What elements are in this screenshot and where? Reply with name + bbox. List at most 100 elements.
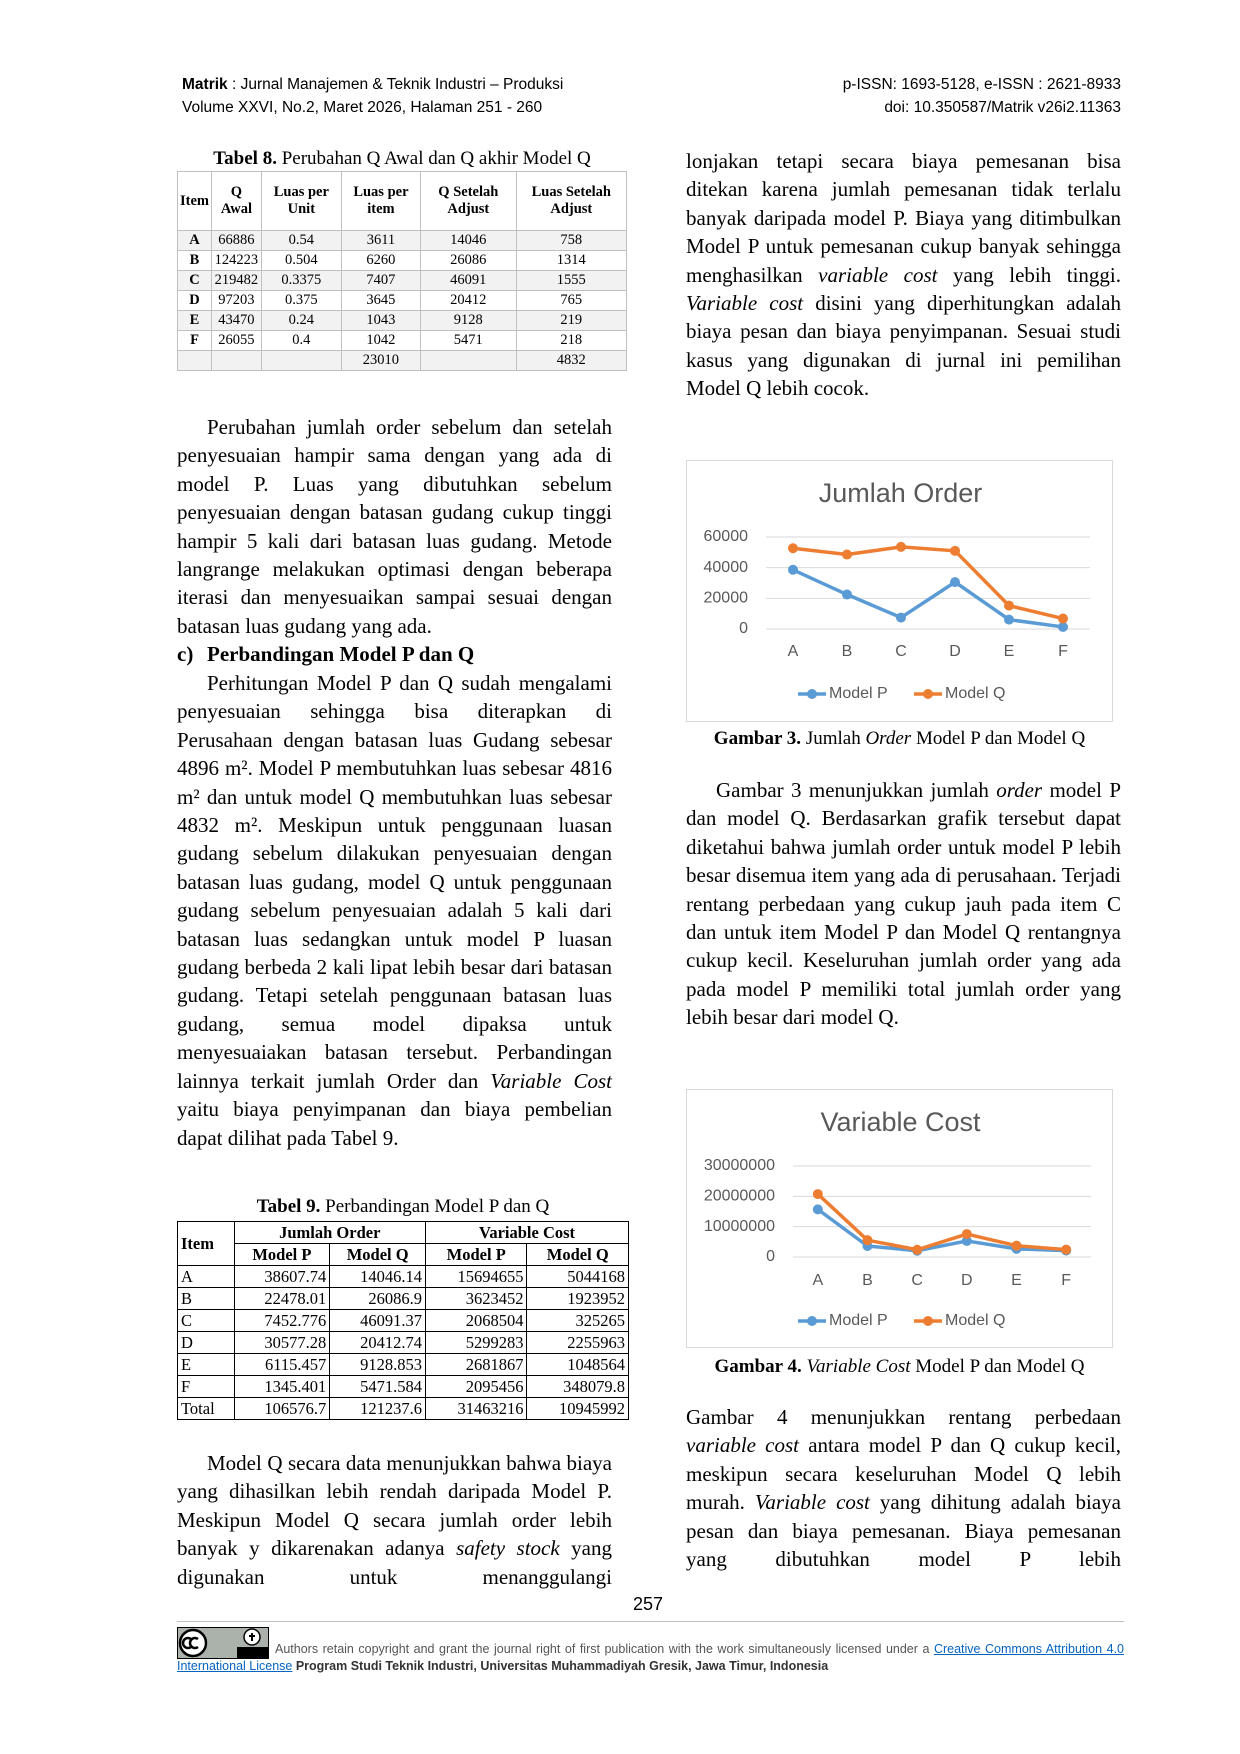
column-header: Model P [424,1243,528,1266]
text-run: Model P dan Model Q [910,1356,1085,1377]
header-row: Item Jumlah Order Variable Cost [177,1221,629,1266]
italic-run: variable cost [686,1433,800,1458]
data-point [1004,614,1014,625]
table-cell: 9128.853 [329,1353,426,1376]
x-tick-label: E [1011,1272,1022,1289]
text-run: yaitu biaya penyimpanan dan biaya pembel… [177,1097,612,1150]
chart-title: Variable Cost [820,1107,981,1137]
issn: p-ISSN: 1693-5128, e-ISSN : 2621-8933 [842,76,1121,93]
table-cell: 23010 [340,350,422,371]
table-cell: F [177,1375,235,1398]
column-header: Luas per Unit [260,171,342,231]
doi: doi: 10.350587/Matrik v26i2.11363 [884,99,1121,116]
table-cell: 26055 [211,330,262,351]
table-cell: 348079.8 [526,1375,629,1398]
table-cell: 46091.37 [329,1309,426,1332]
page-number: 257 [632,1594,664,1614]
y-tick-label: 30000000 [704,1157,775,1174]
text-run: model P dan model Q. Berdasarkan grafik … [686,778,1121,1030]
table-row: Total 106576.7 121237.6 31463216 10945992 [177,1397,629,1420]
journal-line: Matrik : Jurnal Manajemen & Teknik Indus… [182,74,563,96]
table-cell: 38607.74 [233,1265,331,1288]
data-point [896,541,906,552]
table-cell: 2255963 [526,1331,629,1354]
table-cell: 2095456 [424,1375,528,1398]
table-cell: 14046.14 [329,1265,426,1288]
table-cell: 0.3375 [260,270,342,291]
data-point [842,589,852,600]
data-point [1058,621,1068,632]
section-heading: c) Perbandingan Model P dan Q [177,640,612,668]
text-run: Perubahan Q Awal dan Q akhir Model Q [276,148,591,169]
volume: Volume XXVI, No.2, Maret 2026, Halaman 2… [182,99,543,116]
text-run: Gambar 3 menunjukkan jumlah [716,778,997,802]
table-cell: A [177,1265,235,1288]
table-cell: 5471.584 [329,1375,426,1398]
table-cell: 3611 [340,230,422,251]
figure-caption: Gambar 3. Jumlah Order Model P dan Model… [686,728,1113,750]
table-cell: B [177,1287,235,1310]
license-link[interactable]: Creative Commons Attribution 4.0 Interna… [177,1642,1124,1673]
table-cell: 1314 [515,250,628,271]
table-cell: 66886 [211,230,262,251]
table-cell: 1923952 [526,1287,629,1310]
institution: Program Studi Teknik Industri, Universit… [292,1659,829,1673]
bold-run: Tabel 8. [213,148,277,169]
italic-run: variable cost [818,262,938,287]
table-cell: 43470 [211,310,262,331]
data-point [1004,600,1014,611]
x-tick-label: C [895,643,907,660]
x-tick-label: B [842,643,853,660]
table-cell: 325265 [526,1309,629,1332]
table-cell: F [177,330,212,351]
table-cell: 124223 [211,250,262,271]
italic-run: safety stock [456,1536,560,1561]
data-point [842,549,852,560]
paragraph: Model Q secara data menunjukkan bahwa bi… [177,1449,612,1591]
table-cell: 5471 [420,330,517,351]
table-row: A 38607.74 14046.14 15694655 5044168 [177,1265,629,1288]
table-row: B 124223 0.504 6260 26086 1314 [177,250,628,271]
legend-label: Model P [829,1312,888,1329]
legend-marker [807,689,817,699]
table: Item Q Awal Luas per Unit Luas per item Q Se… [177,171,628,371]
figure-caption: Gambar 4. Variable Cost Model P dan Mode… [686,1356,1113,1378]
text-run: Gambar 4 menunjukkan rentang perbedaan [686,1405,1121,1429]
table-cell: 7407 [340,270,422,291]
x-tick-label: D [961,1272,973,1289]
text-run: Model Q secara data menunjukkan bahwa bi… [177,1451,612,1561]
table-cell: 22478.01 [233,1287,331,1310]
y-tick-label: 20000 [704,590,749,607]
table-cell: 3645 [340,290,422,311]
table-cell: 5299283 [424,1331,528,1354]
table-cell: 9128 [420,310,517,331]
text-run: Jumlah [801,728,866,749]
table-cell: 219 [515,310,628,331]
y-tick-label: 20000000 [704,1188,775,1205]
y-tick-label: 40000 [704,559,749,576]
italic-run: Variable Cost [490,1068,612,1093]
table-cell [211,350,262,371]
footer-rule [177,1621,1124,1622]
table-cell: E [177,310,212,331]
table-cell: 3623452 [424,1287,528,1310]
x-tick-label: D [949,643,961,660]
text-run: yang lebih tinggi. [937,262,1121,287]
column-group: Jumlah Order [233,1221,427,1244]
data-point [1011,1240,1022,1251]
table: Item Jumlah Order Variable Cost Model P Mode… [177,1221,629,1420]
chart-title: Jumlah Order [819,478,983,508]
paragraph: Perubahan jumlah order sebelum dan setel… [177,413,612,640]
bold-run: Tabel 9. [256,1196,321,1217]
header-row: Model P Model Q Model P Model Q [178,1243,629,1266]
x-tick-label: F [1061,1272,1071,1289]
table-cell: 6260 [340,250,422,271]
column-header: Model Q [329,1243,426,1266]
data-point [896,612,906,623]
x-tick-label: F [1058,643,1068,660]
table-cell: C [177,270,212,291]
y-tick-label: 0 [739,620,748,637]
table-cell: 26086.9 [329,1287,426,1310]
x-tick-label: B [862,1272,873,1289]
